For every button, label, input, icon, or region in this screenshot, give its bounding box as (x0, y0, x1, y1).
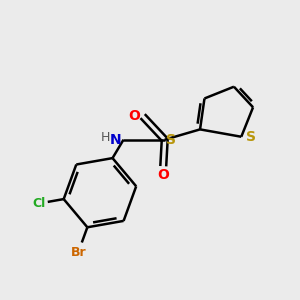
Text: H: H (100, 131, 110, 144)
Text: S: S (166, 133, 176, 147)
Text: O: O (128, 109, 140, 123)
Text: Br: Br (70, 246, 86, 259)
Text: O: O (157, 168, 169, 182)
Text: N: N (110, 133, 121, 147)
Text: S: S (246, 130, 256, 144)
Text: Cl: Cl (32, 197, 46, 210)
